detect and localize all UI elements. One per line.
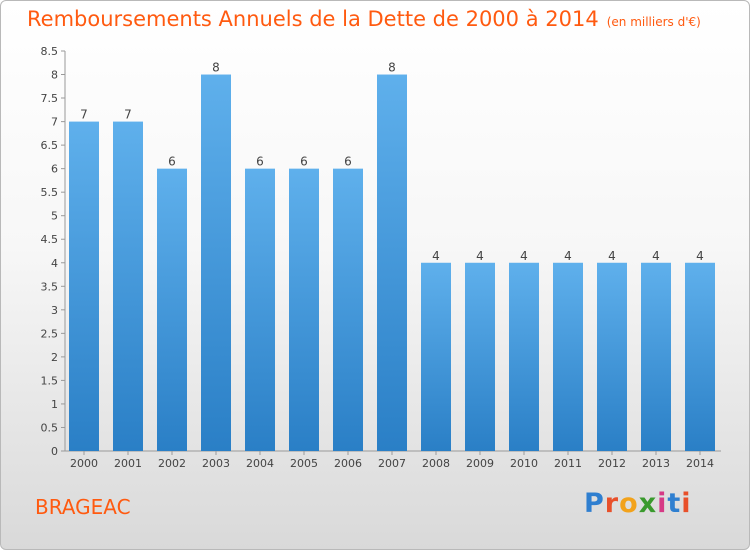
bar-2008: [421, 262, 451, 451]
y-tick-label: 7: [51, 116, 58, 129]
y-tick-label: 6.5: [41, 139, 59, 152]
bar-2010: [509, 262, 539, 451]
y-tick-label: 8.5: [41, 45, 59, 58]
bar-2007: [377, 74, 407, 451]
x-tick-label: 2008: [422, 457, 450, 470]
bar-2003: [201, 74, 231, 451]
data-label-2003: 8: [212, 61, 220, 75]
data-label-2001: 7: [124, 108, 132, 122]
x-tick-label: 2014: [686, 457, 714, 470]
x-tick-label: 2002: [158, 457, 186, 470]
data-label-2004: 6: [256, 155, 264, 169]
y-tick-label: 3: [51, 304, 58, 317]
x-tick-label: 2010: [510, 457, 538, 470]
x-tick-label: 2011: [554, 457, 582, 470]
bars: 7 7 6 8 6 6 6 8 4 4 4 4 4 4 4: [69, 61, 715, 452]
bar-2012: [597, 262, 627, 451]
x-tick-label: 2001: [114, 457, 142, 470]
y-tick-label: 4: [51, 257, 58, 270]
axes: 0 0.5 1 1.5 2 2.5 3 3.5 4 4.5 5 5.5 6 6.5 7 7.5 8 8.5 2000…: [41, 45, 721, 470]
data-label-2011: 4: [564, 249, 572, 263]
data-label-2007: 8: [388, 61, 396, 75]
bar-2001: [113, 121, 143, 452]
data-label-2009: 4: [476, 249, 484, 263]
y-tick-label: 1: [51, 398, 58, 411]
y-tick-label: 0.5: [41, 421, 59, 434]
data-label-2013: 4: [652, 249, 660, 263]
data-label-2012: 4: [608, 249, 616, 263]
x-tick-label: 2004: [246, 457, 274, 470]
logo-letter: t: [667, 488, 682, 519]
y-tick-label: 6: [51, 163, 58, 176]
data-label-2002: 6: [168, 155, 176, 169]
x-tick-label: 2009: [466, 457, 494, 470]
bar-2005: [289, 168, 319, 451]
commune-name: BRAGEAC: [35, 495, 131, 519]
data-label-2014: 4: [696, 249, 704, 263]
data-label-2008: 4: [432, 249, 440, 263]
y-tick-label: 7.5: [41, 92, 59, 105]
y-tick-label: 2: [51, 351, 58, 364]
data-label-2005: 6: [300, 155, 308, 169]
x-tick-label: 2013: [642, 457, 670, 470]
x-tick-label: 2003: [202, 457, 230, 470]
bar-2000: [69, 121, 99, 452]
y-tick-label: 0: [51, 445, 58, 458]
y-tick-label: 5.5: [41, 186, 59, 199]
logo-letter: i: [657, 488, 668, 519]
logo-letter: P: [584, 488, 605, 519]
data-label-2000: 7: [80, 108, 88, 122]
x-tick-label: 2012: [598, 457, 626, 470]
y-tick-label: 2.5: [41, 327, 59, 340]
x-tick-label: 2005: [290, 457, 318, 470]
chart-title: Remboursements Annuels de la Dette de 20…: [27, 7, 701, 31]
y-tick-label: 1.5: [41, 374, 59, 387]
bar-2006: [333, 168, 363, 451]
chart-unit: (en milliers d'€): [606, 15, 701, 29]
x-tick-label: 2007: [378, 457, 406, 470]
bar-2002: [157, 168, 187, 451]
bar-2014: [685, 262, 715, 451]
bar-2009: [465, 262, 495, 451]
logo-letter: x: [638, 488, 658, 519]
proxiti-logo: Proxiti: [584, 488, 692, 519]
x-tick-label: 2006: [334, 457, 362, 470]
chart-title-text: Remboursements Annuels de la Dette de 20…: [27, 7, 599, 31]
bar-2004: [245, 168, 275, 451]
y-tick-label: 5: [51, 210, 58, 223]
y-tick-label: 4.5: [41, 233, 59, 246]
logo-letter: o: [619, 488, 639, 519]
data-label-2006: 6: [344, 155, 352, 169]
bar-2013: [641, 262, 671, 451]
y-tick-label: 8: [51, 69, 58, 82]
bar-2011: [553, 262, 583, 451]
data-label-2010: 4: [520, 249, 528, 263]
logo-letter: i: [681, 488, 692, 519]
logo-letter: r: [604, 488, 620, 519]
x-tick-label: 2000: [70, 457, 98, 470]
y-tick-label: 3.5: [41, 280, 59, 293]
